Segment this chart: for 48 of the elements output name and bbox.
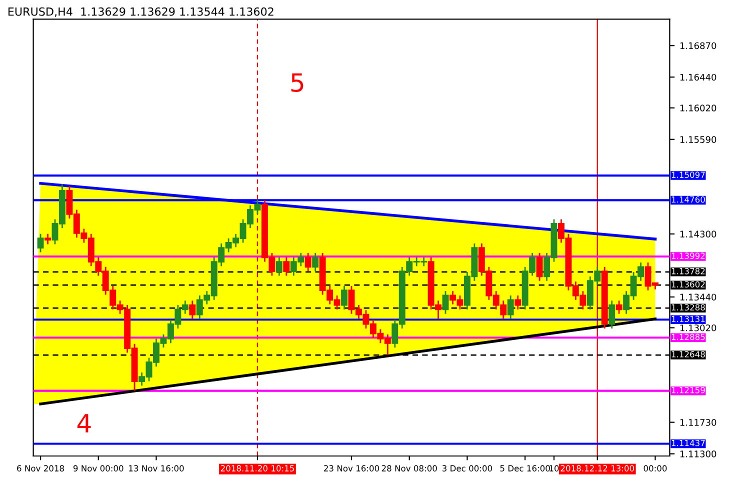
- candlestick: [341, 285, 348, 310]
- candlestick: [304, 252, 312, 272]
- ref-line-label: 1.12159: [672, 386, 705, 394]
- y-tick-label: 1.16440: [680, 74, 716, 81]
- ref-line-label: 1.12648: [672, 351, 705, 358]
- x-tick-label: 9 Nov 00:00: [73, 465, 124, 472]
- candlestick: [283, 256, 290, 276]
- y-tick-label: 1.15590: [680, 136, 716, 143]
- candlestick: [189, 300, 196, 320]
- ref-line-label: 1.13131: [672, 316, 705, 322]
- candlestick: [616, 300, 622, 315]
- y-tick-label: 1.16020: [680, 104, 716, 112]
- x-tick-label: 5 Dec 16:00: [500, 465, 550, 472]
- x-tick-label: 13 Nov 16:00: [129, 465, 184, 472]
- ref-line-label: 1.15097: [672, 172, 705, 178]
- candlestick: [312, 252, 319, 272]
- y-tick-label: 1.14300: [680, 230, 716, 238]
- ref-line-label: 1.13602: [672, 281, 705, 288]
- ref-line-label: 1.14760: [672, 196, 705, 203]
- candlestick: [44, 233, 51, 245]
- candlestick: [514, 294, 522, 310]
- x-tick-label: 28 Nov 08:00: [382, 465, 437, 472]
- ref-line-label: 1.11437: [672, 440, 705, 446]
- y-tick-label: 1.13020: [680, 324, 716, 332]
- candlestick: [442, 290, 449, 315]
- candlestick: [536, 252, 543, 282]
- chart-title: EURUSD,H4 1.13629 1.13629 1.13544 1.13602: [8, 7, 274, 17]
- candlestick: [608, 300, 616, 330]
- y-tick-label: 1.16870: [680, 42, 716, 50]
- candlestick: [507, 294, 514, 320]
- x-tick-label: 10: [550, 465, 559, 472]
- y-tick-label: 1.13440: [680, 294, 716, 301]
- ref-line-label: 1.13782: [672, 268, 705, 274]
- y-tick-label: 1.11730: [680, 419, 716, 426]
- x-tick-label: 2018.11.20 10:15: [220, 465, 294, 472]
- y-tick-label: 1.11300: [680, 450, 716, 458]
- candlestick: [37, 233, 44, 253]
- ref-line-label: 1.13288: [672, 304, 705, 311]
- x-tick-label: 00:00: [644, 465, 667, 472]
- x-tick-label: 3 Dec 00:00: [442, 465, 492, 472]
- x-tick-label: 2018.12.12 13:00: [560, 465, 634, 472]
- x-tick-label: 23 Nov 16:00: [324, 465, 380, 472]
- ref-line-label: 1.13992: [672, 252, 705, 259]
- ref-line-label: 1.12885: [672, 334, 705, 340]
- annotation: 5: [291, 73, 304, 92]
- candlestick: [276, 256, 282, 276]
- annotation: 4: [77, 414, 91, 432]
- x-tick-label: 6 Nov 2018: [17, 465, 64, 472]
